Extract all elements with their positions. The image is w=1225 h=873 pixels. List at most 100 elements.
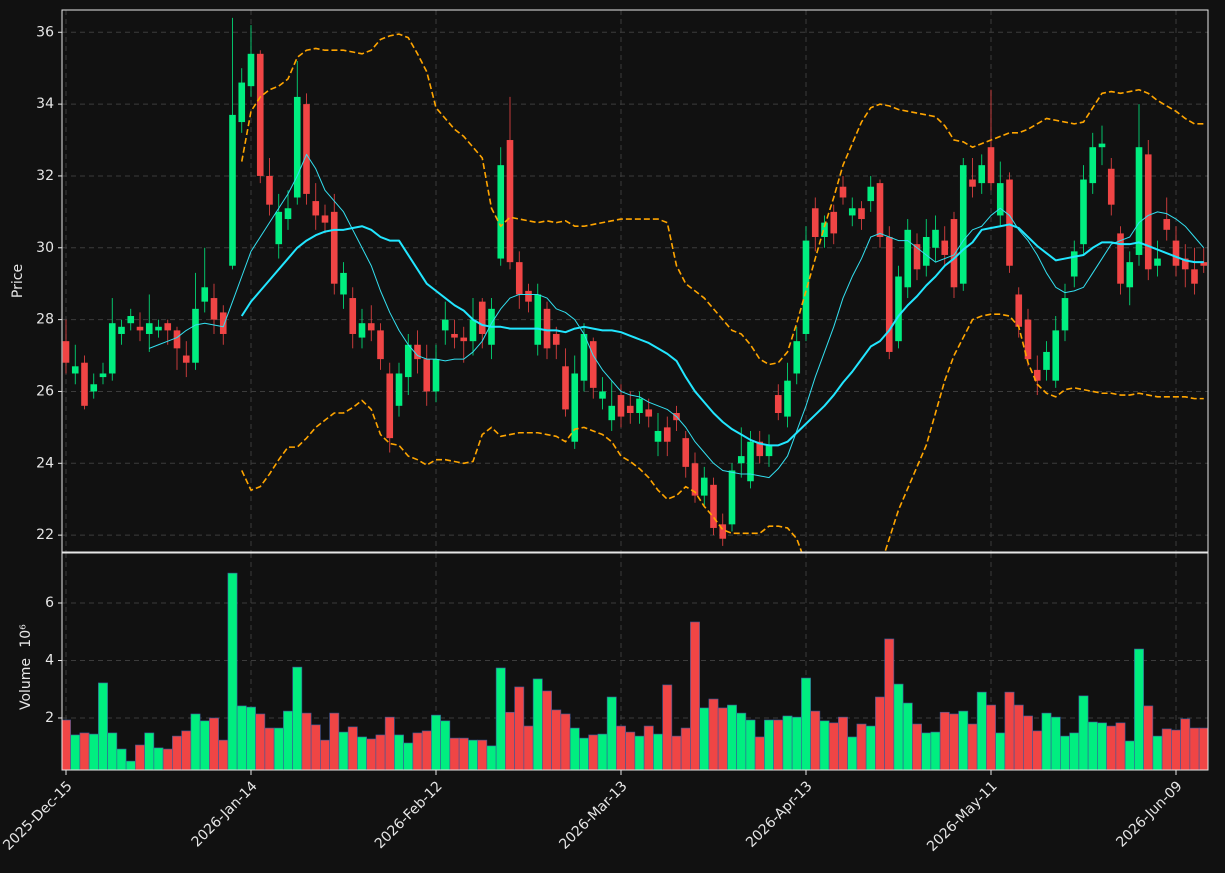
candle-body [654,430,662,442]
volume-bar [107,732,118,770]
candle-body [774,395,782,413]
volume-bar [218,739,229,770]
candle-body [1154,258,1161,266]
candle-body [108,323,116,374]
volume-bar [680,727,691,770]
candle-body [700,477,708,496]
volume-bar [62,719,71,770]
volume-bar [902,702,913,770]
volume-bar [551,709,562,770]
volume-bar [246,706,256,770]
volume-bar [88,733,99,770]
candle-body [1163,219,1171,230]
volume-bar [708,698,719,770]
volume-bar [745,719,756,770]
candle-body [1033,369,1041,381]
volume-bar [458,737,469,770]
volume-bar [1171,729,1181,770]
candle-body [867,186,875,202]
candle-body [1135,147,1143,255]
volume-bar [403,742,414,770]
volume-bar [801,677,811,770]
volume-bar [579,737,589,770]
volume-bar [477,739,488,770]
y-tick-label: 4 [45,652,54,668]
candle-body [210,298,218,320]
volume-bar [172,735,182,770]
candle-body [506,140,514,263]
candle-body [99,373,107,378]
volume-bar [949,713,959,770]
volume-bar [958,710,969,770]
volume-bar [1041,712,1052,770]
candle-body [1015,294,1023,327]
candle-body [978,165,986,184]
candle-body [330,211,338,284]
volume-bar [514,686,525,770]
volume-bar [976,691,987,770]
volume-bar [699,707,710,770]
candle-body [987,147,995,184]
volume-bar [1004,691,1015,770]
volume-bar [236,705,247,770]
volume-bar [791,716,802,770]
volume-bar [190,713,201,770]
candle-body [155,326,162,331]
volume-bar [329,712,340,770]
candle-body [959,165,967,284]
candle-body [996,183,1004,216]
candle-body [1200,262,1208,266]
candle-body [1107,168,1115,205]
candle-body [876,183,884,238]
candle-body [617,395,625,417]
candle-body [571,373,579,442]
volume-bar [449,737,460,770]
y-tick-label: 24 [36,455,54,471]
candle-body [395,373,403,406]
candle-body [229,114,236,266]
volume-bar [1032,730,1043,770]
plot-frame [61,552,1209,771]
volume-bar [1060,735,1070,770]
y-tick-label: 32 [36,168,54,184]
candle-body [127,316,135,324]
y-tick-label: 30 [36,240,54,256]
axis-scale-label: 10⁶ [18,624,34,648]
volume-bar [468,739,478,770]
candle-body [441,319,449,331]
candle-body [589,341,597,388]
candle-body [321,215,329,223]
volume-bar [1115,722,1126,770]
volume-bar [616,725,626,770]
volume-bar [736,712,747,770]
candle-body [219,312,227,334]
volume-bar [634,735,645,770]
volume-bar [671,735,682,770]
volume-bar [283,710,293,770]
candle-body [525,290,532,302]
candle-body [1043,351,1050,370]
candle-body [1006,179,1013,266]
candle-body [765,445,773,457]
volume-bar [1050,716,1061,770]
volume-bar [912,723,922,770]
volume-bar [523,725,534,770]
candle-body [1070,251,1078,277]
volume-bar [255,713,266,770]
volume-bar [125,760,136,770]
candle-body [885,237,893,352]
y-axis-label: Volume [18,658,34,710]
candle-body [340,272,347,295]
candle-body [118,326,125,334]
indicator-line [241,313,1204,552]
volume-bar [162,748,173,770]
volume-bar [273,727,284,770]
candle-body [562,366,569,410]
volume-bar [116,748,127,770]
volume-bar [144,732,155,770]
volume-bar [597,733,608,770]
y-tick-label: 36 [36,24,54,40]
volume-bar [754,736,765,770]
candle-body [941,240,949,255]
